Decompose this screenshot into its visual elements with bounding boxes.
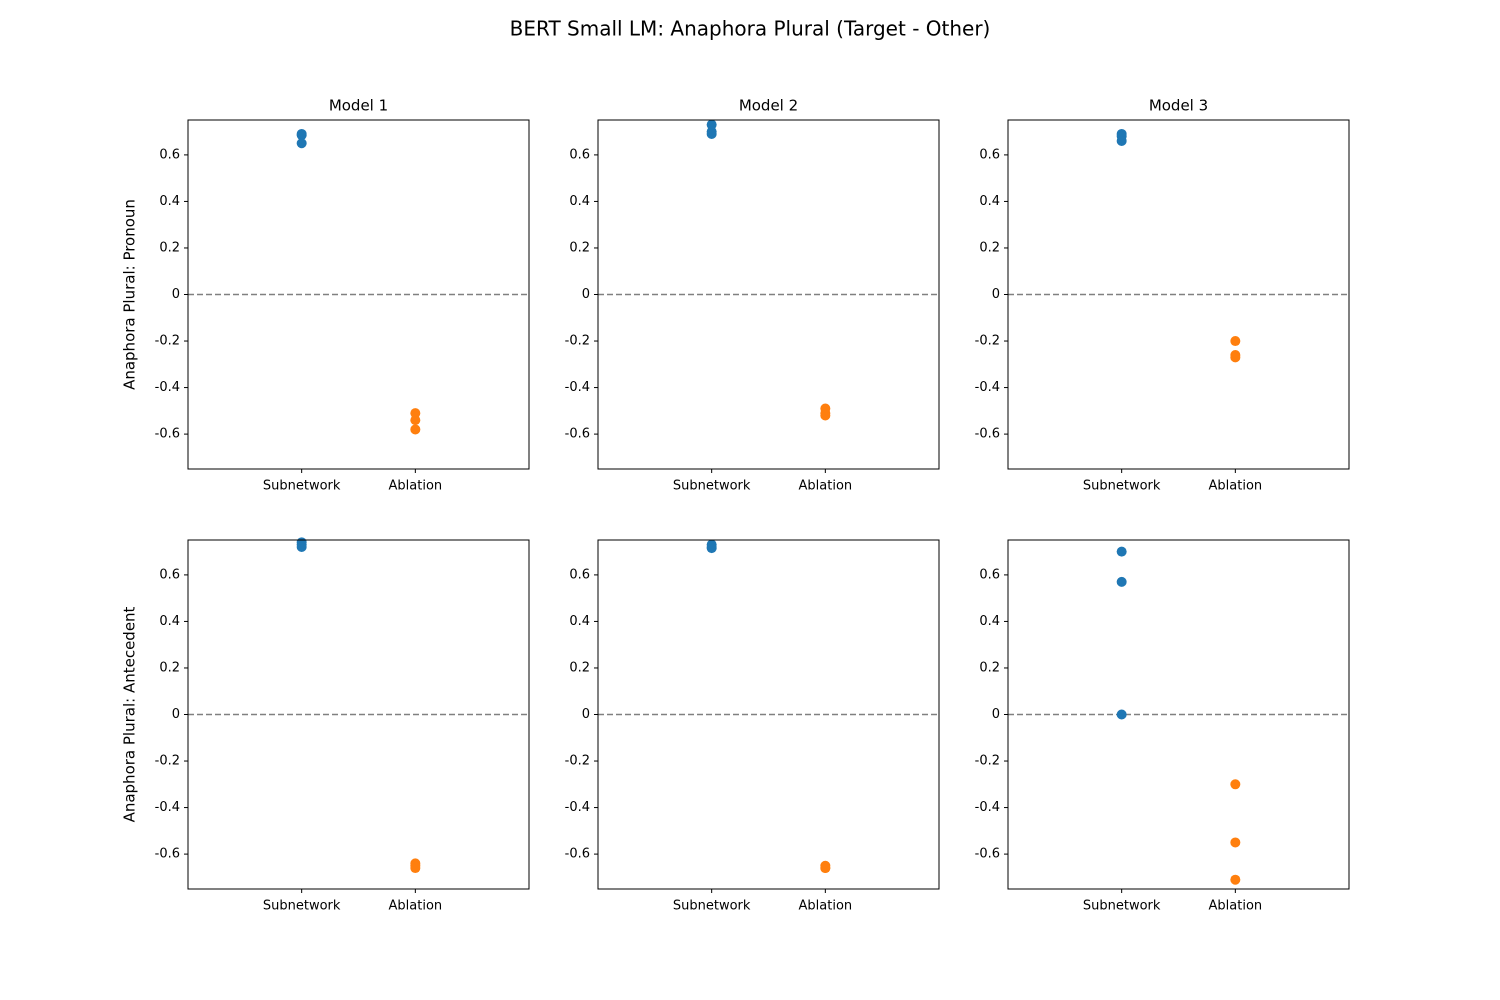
point (1230, 837, 1241, 848)
point (706, 543, 717, 554)
subplot-title: Model 1 (329, 97, 388, 115)
axes-frame (1007, 539, 1350, 890)
y-tick-label: 0.2 (979, 660, 1000, 675)
y-tick-label: -0.4 (565, 800, 590, 815)
point (410, 424, 421, 435)
y-tick-label: -0.2 (155, 754, 180, 769)
y-tick-label: 0.6 (569, 147, 590, 162)
y-tick-label: 0.4 (569, 194, 590, 209)
x-tick-label: Subnetwork (1083, 479, 1161, 494)
y-tick-label: -0.4 (975, 800, 1000, 815)
y-tick-label: 0 (992, 287, 1000, 302)
y-tick-label: -0.2 (975, 754, 1000, 769)
y-tick-label: -0.6 (975, 427, 1000, 442)
point (410, 415, 421, 426)
y-tick-label: 0 (172, 287, 180, 302)
x-tick-label: Subnetwork (263, 899, 341, 914)
y-tick-label: -0.4 (155, 800, 180, 815)
x-tick-label: Subnetwork (673, 479, 751, 494)
point (1116, 546, 1127, 557)
y-tick-label: -0.2 (565, 754, 590, 769)
y-tick-label: -0.4 (565, 380, 590, 395)
x-tick-label: Ablation (389, 479, 443, 494)
point (706, 119, 717, 130)
x-tick-label: Ablation (389, 899, 443, 914)
point (1116, 709, 1127, 720)
axes-frame (1007, 119, 1350, 470)
x-tick-label: Ablation (1209, 899, 1263, 914)
point (1230, 352, 1241, 363)
point (706, 128, 717, 139)
y-tick-label: 0.4 (159, 194, 180, 209)
y-tick-label: 0.2 (569, 240, 590, 255)
y-tick-label: 0 (582, 287, 590, 302)
x-tick-label: Subnetwork (1083, 899, 1161, 914)
y-tick-label: 0.4 (569, 614, 590, 629)
axes-frame (187, 539, 530, 890)
y-tick-label: -0.6 (565, 427, 590, 442)
point (296, 138, 307, 149)
y-tick-label: -0.2 (155, 334, 180, 349)
y-tick-label: -0.6 (155, 427, 180, 442)
y-tick-label: -0.4 (155, 380, 180, 395)
y-tick-label: 0.6 (569, 567, 590, 582)
point (1116, 135, 1127, 146)
y-tick-label: 0.6 (159, 567, 180, 582)
y-tick-label: -0.6 (975, 847, 1000, 862)
y-tick-label: -0.6 (155, 847, 180, 862)
axes-frame (597, 119, 940, 470)
point (1230, 336, 1241, 347)
y-tick-label: -0.2 (975, 334, 1000, 349)
y-tick-label: -0.6 (565, 847, 590, 862)
figure-title: BERT Small LM: Anaphora Plural (Target -… (510, 17, 991, 41)
y-tick-label: 0.2 (159, 240, 180, 255)
y-tick-label: 0.2 (569, 660, 590, 675)
point (820, 410, 831, 421)
y-axis-label: Anaphora Plural: Antecedent (121, 606, 139, 822)
y-axis-label: Anaphora Plural: Pronoun (121, 199, 139, 390)
point (296, 130, 307, 141)
axes-frame (187, 119, 530, 470)
y-tick-label: 0.2 (159, 660, 180, 675)
point (1116, 576, 1127, 587)
point (1230, 874, 1241, 885)
y-tick-label: 0 (172, 707, 180, 722)
subplot-title: Model 3 (1149, 97, 1208, 115)
point (820, 863, 831, 874)
y-tick-label: 0.4 (159, 614, 180, 629)
y-tick-label: 0 (992, 707, 1000, 722)
x-tick-label: Subnetwork (673, 899, 751, 914)
y-tick-label: 0 (582, 707, 590, 722)
point (1230, 779, 1241, 790)
y-tick-label: 0.4 (979, 194, 1000, 209)
x-tick-label: Ablation (1209, 479, 1263, 494)
subplot-title: Model 2 (739, 97, 798, 115)
y-tick-label: -0.4 (975, 380, 1000, 395)
y-tick-label: 0.2 (979, 240, 1000, 255)
point (296, 541, 307, 552)
y-tick-label: 0.6 (159, 147, 180, 162)
y-tick-label: 0.6 (979, 567, 1000, 582)
y-tick-label: 0.6 (979, 147, 1000, 162)
y-tick-label: 0.4 (979, 614, 1000, 629)
point (410, 863, 421, 874)
x-tick-label: Ablation (799, 479, 853, 494)
x-tick-label: Ablation (799, 899, 853, 914)
point (410, 408, 421, 419)
y-tick-label: -0.2 (565, 334, 590, 349)
x-tick-label: Subnetwork (263, 479, 341, 494)
axes-frame (597, 539, 940, 890)
